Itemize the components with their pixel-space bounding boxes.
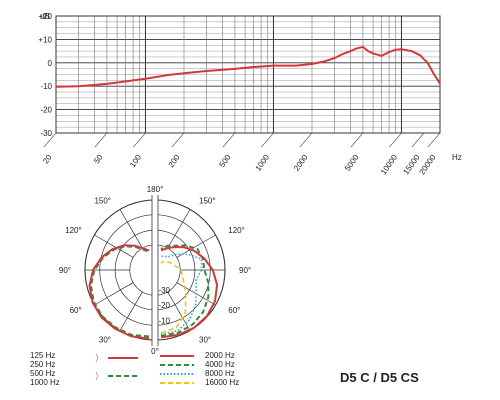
polar-angle-label: 90° — [59, 266, 71, 275]
legend-label-250: 250 Hz — [30, 360, 55, 369]
polar-grid — [84, 192, 226, 348]
fr-series-line — [55, 45, 441, 88]
fr-x-tick-label: 100 — [128, 153, 143, 170]
fr-x-tick-label: 1000 — [254, 153, 272, 173]
polar-radial-label: -30 — [158, 286, 170, 295]
fr-x-tick-label: 20 — [41, 153, 54, 166]
polar-radial-label: -10 — [158, 316, 170, 325]
polar-angle-label: 60° — [228, 306, 240, 315]
polar-spoke — [119, 291, 143, 331]
fr-x-tick-label: 20000 — [418, 153, 438, 177]
fr-x-tick-mark — [133, 132, 146, 148]
polar-spoke — [94, 282, 134, 306]
polar-angle-label: 120° — [228, 226, 245, 235]
legend-label-2000: 2000 Hz — [205, 351, 235, 360]
polar-curve-4000hz — [160, 244, 210, 337]
fr-x-tick-mark — [222, 132, 236, 148]
fr-grid — [55, 15, 441, 134]
fr-x-tick-mark — [350, 132, 364, 148]
polar-curve-8000hz — [160, 253, 203, 336]
polar-angle-label: 30° — [199, 335, 211, 344]
fr-x-tick-label: 10000 — [379, 153, 399, 177]
polar-angle-label: 30° — [99, 335, 111, 344]
polar-spoke — [94, 234, 134, 258]
fr-y-tick-label: -20 — [40, 106, 52, 115]
fr-x-tick-mark — [299, 132, 313, 148]
fr-x-tick-mark — [261, 132, 274, 148]
legend-label-500: 500 Hz — [30, 369, 55, 378]
polar-angle-label: 150° — [199, 197, 216, 206]
polar-angle-label: 60° — [70, 306, 82, 315]
polar-radial-label: -20 — [158, 301, 170, 310]
polar-spoke — [167, 291, 191, 331]
polar-spoke — [119, 209, 143, 249]
polar-angle-label: 90° — [239, 266, 251, 275]
fr-y-axis-label: dB — [40, 12, 50, 21]
fr-y-tick-label: +10 — [38, 35, 52, 44]
polar-curve-16000hz — [160, 260, 187, 334]
fr-x-tick-mark — [94, 132, 108, 148]
polar-legend: 125 Hz 250 Hz 500 Hz 1000 Hz 2000 Hz 400… — [30, 351, 239, 387]
legend-label-125: 125 Hz — [30, 351, 55, 360]
fr-x-tick-mark — [411, 132, 425, 148]
polar-angle-label: 150° — [94, 197, 111, 206]
fr-x-tick-label: 200 — [167, 153, 182, 170]
polar-curves — [88, 244, 219, 340]
polar-spoke — [167, 209, 191, 249]
legend-label-8000: 8000 Hz — [205, 369, 235, 378]
polar-angle-label: 0° — [151, 347, 159, 356]
fr-y-tick-label: +20 — [38, 12, 52, 21]
fr-y-tick-label: 0 — [48, 59, 53, 68]
legend-label-1000: 1000 Hz — [30, 378, 60, 387]
fr-x-tick-mark — [427, 132, 441, 148]
legend-bracket — [95, 353, 98, 381]
fr-x-tick-mark — [171, 132, 185, 148]
frequency-response-chart: 20 50 100 200 500 1000 2000 5000 10000 1500020000… — [38, 12, 461, 176]
polar-curve-125-250hz — [88, 244, 150, 340]
polar-angle-label: 180° — [147, 185, 164, 194]
polar-curve-2000hz — [160, 245, 219, 339]
fr-x-tick-mark — [389, 132, 402, 148]
polar-divider — [152, 192, 158, 348]
fr-y-tick-label: -30 — [40, 129, 52, 138]
polar-pattern-chart: 180° 150° 150° 120° 120° 90° 90° 60° 60° 30° 30° 0°… — [59, 185, 251, 356]
fr-y-tick-label: -10 — [40, 82, 52, 91]
fr-x-tick-label: 500 — [218, 153, 233, 170]
polar-angle-label: 120° — [65, 226, 82, 235]
legend-label-4000: 4000 Hz — [205, 360, 235, 369]
fr-x-tick-label: 2000 — [292, 153, 310, 173]
fr-x-axis-unit: Hz — [452, 153, 462, 162]
fr-frame — [55, 15, 441, 134]
fr-x-tick-mark — [43, 132, 57, 148]
polar-labels: 180° 150° 150° 120° 120° 90° 90° 60° 60° 30° 30° 0°… — [59, 185, 251, 356]
fr-y-ticks: +20 +10 0 -10 -20 -30 — [38, 12, 52, 138]
legend-label-16000: 16000 Hz — [205, 378, 239, 387]
model-label: D5 C / D5 CS — [340, 370, 419, 385]
fr-x-tick-label: 5000 — [343, 153, 361, 173]
fr-x-tick-label: 50 — [92, 153, 105, 166]
